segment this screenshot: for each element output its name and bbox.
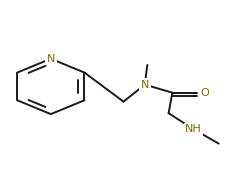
Text: N: N: [47, 54, 55, 64]
Text: O: O: [200, 88, 209, 98]
Text: NH: NH: [185, 124, 202, 134]
Text: N: N: [141, 80, 149, 90]
